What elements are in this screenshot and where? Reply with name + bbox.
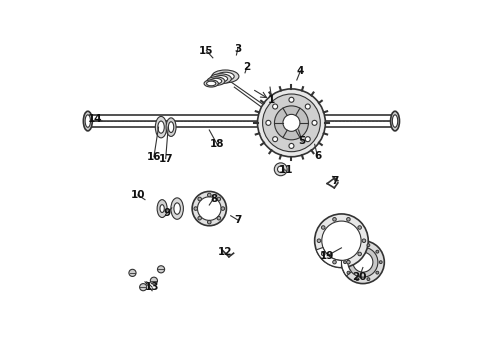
Text: 6: 6 xyxy=(314,151,321,161)
Ellipse shape xyxy=(210,78,222,84)
Ellipse shape xyxy=(85,115,91,127)
Circle shape xyxy=(347,250,350,253)
Ellipse shape xyxy=(166,118,176,136)
Ellipse shape xyxy=(207,81,216,86)
Circle shape xyxy=(198,216,201,220)
Wedge shape xyxy=(342,255,351,276)
Ellipse shape xyxy=(158,121,164,133)
Circle shape xyxy=(129,269,136,276)
Text: 20: 20 xyxy=(352,272,367,282)
Text: 19: 19 xyxy=(320,251,334,261)
Text: 18: 18 xyxy=(210,139,224,149)
Circle shape xyxy=(289,97,294,102)
Circle shape xyxy=(305,104,310,109)
Circle shape xyxy=(367,244,370,247)
Circle shape xyxy=(346,217,350,221)
Circle shape xyxy=(312,120,317,125)
Circle shape xyxy=(274,106,308,140)
Circle shape xyxy=(197,197,221,220)
Circle shape xyxy=(272,104,278,109)
Ellipse shape xyxy=(171,198,183,219)
Circle shape xyxy=(217,216,220,220)
Circle shape xyxy=(321,226,325,229)
Circle shape xyxy=(353,252,373,272)
Ellipse shape xyxy=(204,80,219,87)
Circle shape xyxy=(376,250,379,253)
Circle shape xyxy=(221,207,224,210)
Circle shape xyxy=(367,278,370,280)
Circle shape xyxy=(150,277,157,284)
Circle shape xyxy=(358,252,362,256)
Text: 13: 13 xyxy=(145,282,159,292)
Text: 14: 14 xyxy=(88,114,102,124)
Circle shape xyxy=(277,166,284,172)
Circle shape xyxy=(358,226,362,229)
Text: 4: 4 xyxy=(296,66,304,76)
Circle shape xyxy=(305,137,310,142)
Ellipse shape xyxy=(392,115,398,127)
Circle shape xyxy=(342,241,384,284)
Circle shape xyxy=(333,217,336,221)
Text: 17: 17 xyxy=(158,154,173,163)
Circle shape xyxy=(157,266,165,273)
Text: 2: 2 xyxy=(243,63,250,72)
Text: 7: 7 xyxy=(331,176,339,186)
Circle shape xyxy=(379,261,382,264)
Ellipse shape xyxy=(157,200,167,217)
Circle shape xyxy=(217,197,220,201)
Text: 1: 1 xyxy=(268,95,275,105)
Text: 10: 10 xyxy=(130,190,145,200)
Circle shape xyxy=(272,137,278,142)
Ellipse shape xyxy=(391,111,399,131)
Text: 9: 9 xyxy=(164,208,171,218)
Ellipse shape xyxy=(214,76,227,82)
Circle shape xyxy=(207,220,211,224)
Circle shape xyxy=(192,192,226,226)
Text: 7: 7 xyxy=(234,215,242,225)
Circle shape xyxy=(376,271,379,274)
Text: 5: 5 xyxy=(298,136,306,147)
Circle shape xyxy=(194,207,197,210)
Circle shape xyxy=(207,193,211,197)
Circle shape xyxy=(321,252,325,256)
Circle shape xyxy=(317,239,321,243)
Ellipse shape xyxy=(174,203,180,214)
Circle shape xyxy=(322,221,361,260)
Circle shape xyxy=(274,163,287,176)
Ellipse shape xyxy=(212,70,239,83)
Text: 15: 15 xyxy=(199,46,214,56)
Ellipse shape xyxy=(160,204,164,212)
Circle shape xyxy=(333,260,336,264)
Text: 8: 8 xyxy=(210,194,217,203)
Circle shape xyxy=(315,214,368,267)
Ellipse shape xyxy=(83,111,92,131)
Text: 16: 16 xyxy=(147,152,161,162)
Circle shape xyxy=(356,278,359,280)
Circle shape xyxy=(348,247,378,277)
Circle shape xyxy=(140,284,147,291)
Ellipse shape xyxy=(207,77,225,85)
Circle shape xyxy=(258,89,325,157)
Circle shape xyxy=(283,114,300,131)
Circle shape xyxy=(346,260,350,264)
Circle shape xyxy=(356,244,359,247)
Text: 3: 3 xyxy=(234,44,242,54)
Circle shape xyxy=(263,94,320,152)
Circle shape xyxy=(362,239,366,243)
Text: 12: 12 xyxy=(218,247,232,257)
Ellipse shape xyxy=(155,116,167,138)
Circle shape xyxy=(343,261,346,264)
Ellipse shape xyxy=(169,122,174,132)
Text: 11: 11 xyxy=(279,165,294,175)
Ellipse shape xyxy=(217,72,234,81)
Circle shape xyxy=(289,143,294,148)
Circle shape xyxy=(347,271,350,274)
Circle shape xyxy=(266,120,271,125)
Ellipse shape xyxy=(210,74,231,84)
Wedge shape xyxy=(316,247,342,267)
Circle shape xyxy=(198,197,201,201)
